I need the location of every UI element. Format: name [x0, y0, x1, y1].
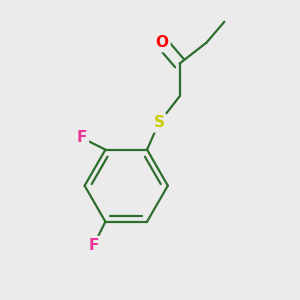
Text: F: F: [88, 238, 99, 253]
Text: F: F: [76, 130, 87, 145]
Text: S: S: [153, 116, 164, 130]
Text: O: O: [155, 35, 168, 50]
